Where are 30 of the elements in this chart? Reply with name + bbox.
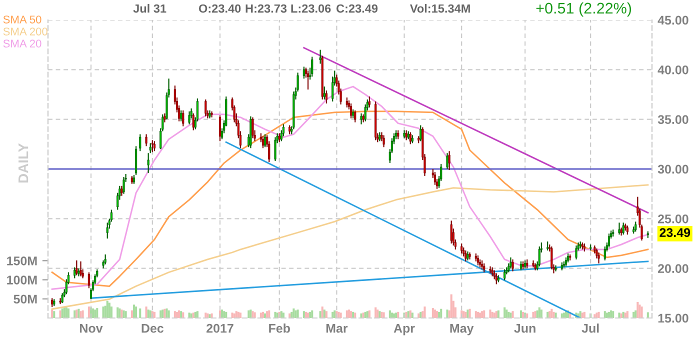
text: SMA 50 [3,16,42,24]
y-tick-label: 25.00 [658,214,688,224]
x-tick-label: Jul [582,324,599,333]
text: Vol:15.34M [410,4,470,13]
text: O:23.40 [198,4,241,13]
x-tick-label: Feb [269,324,290,333]
annotation: 23.49 [660,228,690,238]
x-tick-label: Apr [394,324,415,336]
y-tick-label: 45.00 [658,16,688,25]
text: SMA 200 [3,28,48,36]
text: SMA 20 [3,40,42,48]
text: L:23.06 [291,4,331,13]
x-tick-label: 2017 [206,324,234,333]
y2-tick-label: 150M [7,256,37,266]
y2-tick-label: 100M [7,276,37,284]
x-tick-label: Jun [514,324,536,333]
y-tick-label: 35.00 [658,115,688,124]
y-tick-label: 15.00 [658,314,688,323]
y2-tick-label: 50M [14,294,37,304]
y-tick-label: 40.00 [658,65,688,74]
y-tick-label: 20.00 [658,264,688,273]
x-tick-label: Dec [142,324,164,333]
x-tick-label: Nov [80,324,103,333]
text: C:23.49 [336,4,378,13]
y-tick-label: 30.00 [658,164,688,174]
text: +0.51 (2.22%) [536,2,632,17]
text: Jul 31 [133,4,166,13]
x-tick-label: Mar [326,324,348,333]
text: H:23.73 [246,4,287,13]
x-tick-label: May [450,324,474,336]
